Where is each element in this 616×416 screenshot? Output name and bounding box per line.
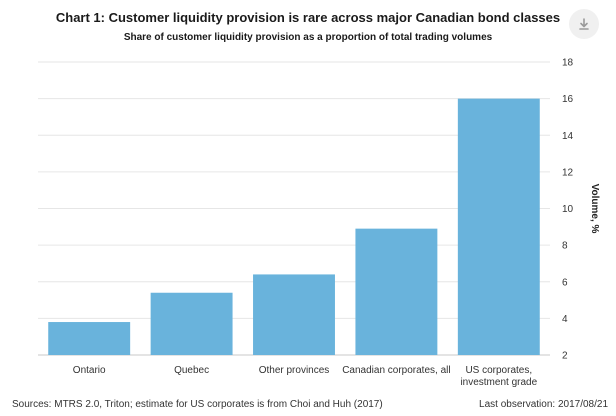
x-tick-label: US corporates, investment grade [460, 365, 537, 388]
y-axis-label: Volume, % [589, 184, 600, 234]
bar-5 [457, 98, 540, 355]
bar-1 [48, 322, 131, 355]
y-tick-label: 14 [562, 131, 574, 142]
x-tick-label: Quebec [174, 365, 209, 376]
bar-2 [150, 292, 233, 355]
x-tick-label: Other provinces [259, 365, 330, 376]
x-tick-label: Ontario [73, 365, 106, 376]
y-tick-label: 4 [562, 314, 568, 325]
bar-4 [355, 228, 438, 355]
source-note: Sources: MTRS 2.0, Triton; estimate for … [12, 399, 383, 410]
y-tick-label: 8 [562, 241, 568, 252]
y-tick-label: 10 [562, 204, 574, 215]
y-tick-label: 12 [562, 167, 574, 178]
bar-3 [253, 274, 335, 355]
last-observation: Last observation: 2017/08/21 [479, 399, 608, 410]
y-tick-label: 16 [562, 94, 574, 105]
chart-title: Chart 1: Customer liquidity provision is… [55, 10, 561, 25]
y-tick-label: 6 [562, 277, 568, 288]
download-icon [577, 17, 591, 31]
chart-subtitle: Share of customer liquidity provision as… [123, 32, 493, 43]
download-button[interactable] [569, 9, 599, 39]
y-tick-label: 18 [562, 58, 574, 69]
y-tick-label: 2 [562, 351, 568, 362]
x-tick-label: Canadian corporates, all [342, 365, 450, 376]
